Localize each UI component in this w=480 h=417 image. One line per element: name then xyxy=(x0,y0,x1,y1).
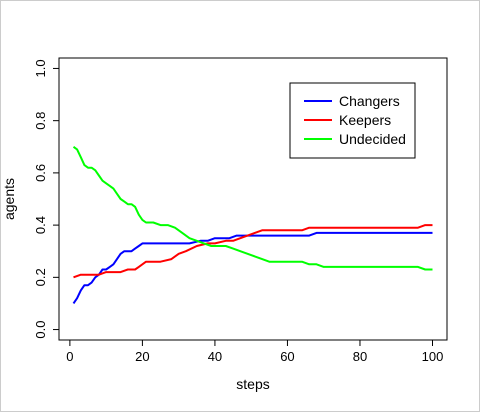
y-tick-label: 0.8 xyxy=(33,112,48,130)
plot-box xyxy=(58,57,448,341)
x-axis-label: steps xyxy=(236,376,269,392)
y-tick-label: 0.2 xyxy=(33,268,48,286)
x-tick-label: 100 xyxy=(422,349,444,364)
series-line-undecided xyxy=(72,145,433,271)
series-line-changers xyxy=(72,231,433,304)
legend: Changers Keepers Undecided xyxy=(289,82,416,159)
x-tick-label: 0 xyxy=(66,349,73,364)
x-tick-label: 40 xyxy=(208,349,222,364)
series-line-keepers xyxy=(73,224,433,279)
x-tick-label: 60 xyxy=(280,349,294,364)
legend-label-keepers: Keepers xyxy=(339,112,391,128)
y-axis: 0.0 0.2 0.4 0.6 0.8 1.0 xyxy=(33,59,59,339)
y-tick-label: 0.6 xyxy=(33,164,48,182)
x-tick-label: 20 xyxy=(135,349,149,364)
legend-label-changers: Changers xyxy=(339,93,400,109)
y-tick-label: 1.0 xyxy=(33,59,48,77)
legend-label-undecided: Undecided xyxy=(339,131,406,147)
y-axis-label: agents xyxy=(1,178,17,220)
y-tick-label: 0.4 xyxy=(33,216,48,234)
y-tick-label: 0.0 xyxy=(33,321,48,339)
x-tick-label: 80 xyxy=(353,349,367,364)
x-axis: 0 20 40 60 80 100 xyxy=(66,340,443,364)
series-layer xyxy=(72,145,433,304)
